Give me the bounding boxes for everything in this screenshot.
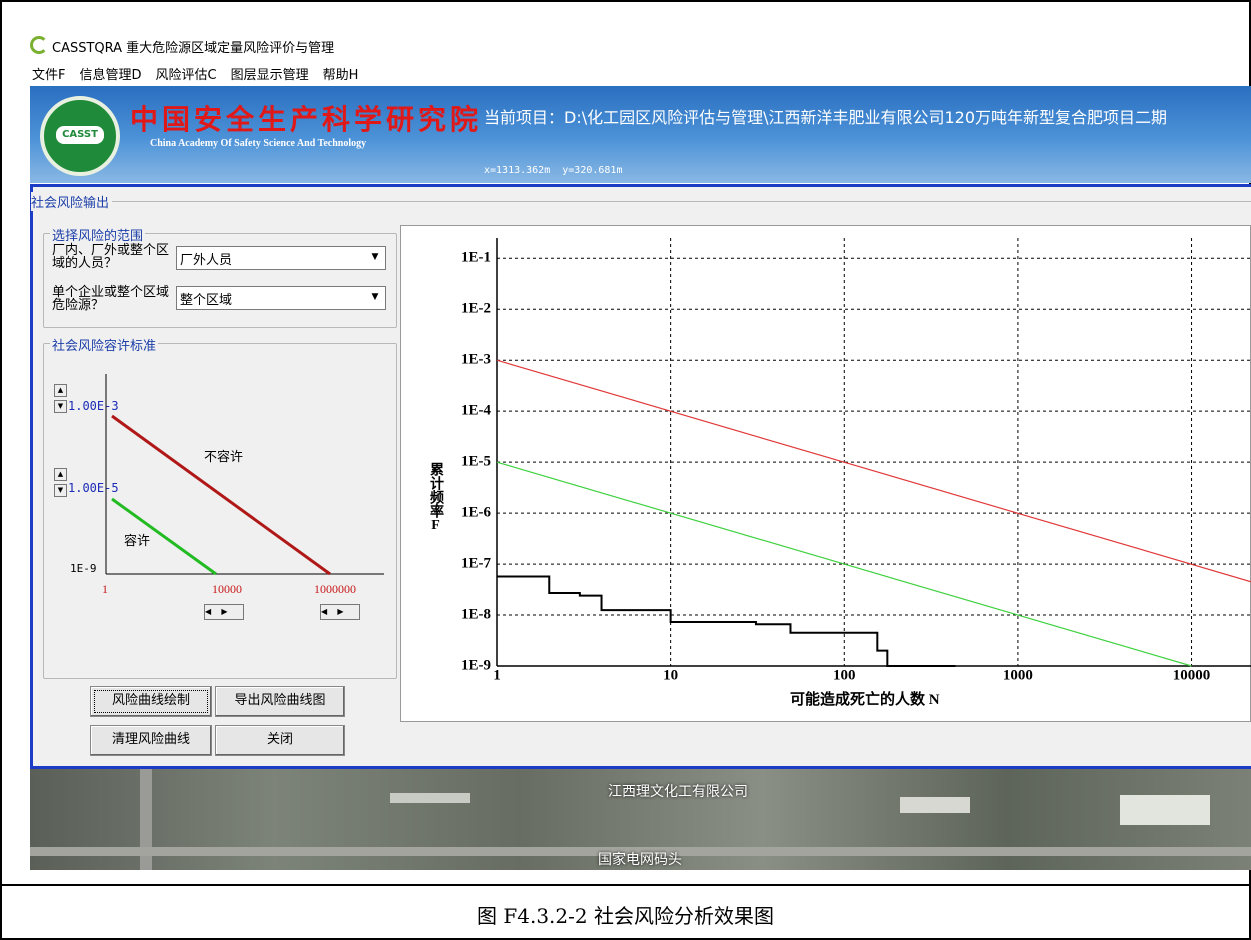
- criteria-group: 社会风险容许标准 ▲ ▼ 1.00E-3 ▲ ▼ 1.00E-5 1E-9 1 …: [43, 343, 397, 679]
- org-name-en: China Academy Of Safety Science And Tech…: [150, 138, 366, 149]
- button[interactable]: 风险曲线绘制: [90, 686, 212, 717]
- x-axis-label: 可能造成死亡的人数 N: [790, 688, 940, 709]
- combo-value: 厂外人员: [180, 253, 232, 268]
- slider[interactable]: ◀ ▶: [320, 604, 360, 620]
- map-label: 国家电网码头: [598, 849, 682, 869]
- y-min-label: 1E-9: [70, 562, 97, 575]
- y-tick-label: 1E-5: [461, 454, 491, 470]
- menu-item[interactable]: 帮助H: [323, 68, 359, 83]
- combo-box[interactable]: 厂外人员▼: [176, 246, 386, 270]
- field-label: 单个企业或整个区域危险源？: [52, 286, 180, 312]
- page: CASSTQRA 重大危险源区域定量风险评价与管理 文件F 信息管理D 风险评估C 图…: [0, 0, 1251, 940]
- x-label: 1000000: [314, 582, 356, 597]
- caption-rule: [0, 884, 1251, 886]
- criteria-sketch: [44, 344, 396, 678]
- button[interactable]: 导出风险曲线图: [215, 686, 345, 717]
- map-strip: 江西理文化工有限公司 国家电网码头: [30, 769, 1251, 870]
- slider[interactable]: ◀ ▶: [204, 604, 244, 620]
- y-axis-label: 累计频率F: [428, 462, 442, 533]
- upper-value: 1.00E-3: [68, 399, 119, 413]
- y-tick-label: 1E-4: [461, 403, 492, 419]
- dialog-rule: [33, 201, 1251, 202]
- x-tick-label: 10000: [1173, 667, 1211, 683]
- button[interactable]: 关闭: [215, 725, 345, 756]
- menu-item[interactable]: 文件F: [32, 68, 65, 83]
- zone-label: 不容许: [204, 446, 243, 465]
- org-name-cn: 中国安全生产科学研究院: [130, 98, 482, 138]
- x-tick-label: 100: [833, 667, 856, 683]
- building: [1120, 795, 1210, 825]
- scope-group: 选择风险的范围 厂内、厂外或整个区域的人员？ 厂外人员▼ 单个企业或整个区域危险…: [43, 233, 397, 328]
- series-line: [497, 577, 955, 666]
- app-icon: [30, 36, 48, 54]
- intolerable-line: [112, 416, 330, 574]
- banner: CASST 中国安全生产科学研究院 China Academy Of Safet…: [30, 86, 1251, 183]
- menu-item[interactable]: 风险评估C: [156, 68, 217, 83]
- spin-up[interactable]: ▲: [54, 384, 67, 397]
- y-tick-label: 1E-2: [461, 301, 491, 317]
- building: [900, 797, 970, 813]
- y-tick-label: 1E-6: [461, 505, 492, 521]
- button[interactable]: 清理风险曲线: [90, 725, 212, 756]
- lower-value: 1.00E-5: [68, 481, 119, 495]
- building: [390, 793, 470, 803]
- y-tick-label: 1E-7: [461, 556, 492, 572]
- menu-item[interactable]: 信息管理D: [79, 68, 141, 83]
- x-tick-label: 1000: [1003, 667, 1033, 683]
- x-label: 1: [102, 582, 108, 597]
- menu-bar: 文件F 信息管理D 风险评估C 图层显示管理帮助H: [32, 64, 372, 83]
- caption: 图 F4.3.2-2 社会风险分析效果图: [0, 900, 1251, 929]
- y-tick-label: 1E-9: [461, 657, 491, 673]
- coordinates: x=1313.362m y=320.681m: [484, 165, 622, 176]
- map-label: 江西理文化工有限公司: [608, 781, 748, 801]
- spin-down[interactable]: ▼: [54, 484, 67, 497]
- combo-box[interactable]: 整个区域▼: [176, 286, 386, 310]
- logo-text: CASST: [56, 126, 104, 144]
- series-line: [497, 360, 1251, 582]
- dialog-title: 社会风险输出: [31, 192, 112, 211]
- zone-label: 容许: [124, 530, 150, 549]
- combo-value: 整个区域: [180, 293, 232, 308]
- y-tick-label: 1E-1: [461, 250, 491, 266]
- spin-up[interactable]: ▲: [54, 468, 67, 481]
- y-tick-label: 1E-3: [461, 352, 491, 368]
- spin-down[interactable]: ▼: [54, 400, 67, 413]
- chart: 1E-9 1E-8 1E-7 1E-6 1E-5 1E-4 1E-3 1E-2 1E-1 1 10 1…: [400, 225, 1251, 722]
- x-label: 10000: [212, 582, 242, 597]
- x-tick-label: 10: [663, 667, 678, 683]
- logo: CASST: [40, 96, 120, 176]
- project-path: 当前项目：D:\化工园区风险评估与管理\江西新洋丰肥业有限公司120万吨年新型复…: [484, 104, 1167, 128]
- y-tick-label: 1E-8: [461, 606, 491, 622]
- menu-item[interactable]: 图层显示管理: [231, 68, 309, 83]
- group-title: 选择风险的范围: [50, 225, 145, 244]
- window-title: CASSTQRA 重大危险源区域定量风险评价与管理: [52, 37, 334, 56]
- field-label: 厂内、厂外或整个区域的人员？: [52, 244, 180, 270]
- x-tick-label: 1: [493, 667, 501, 683]
